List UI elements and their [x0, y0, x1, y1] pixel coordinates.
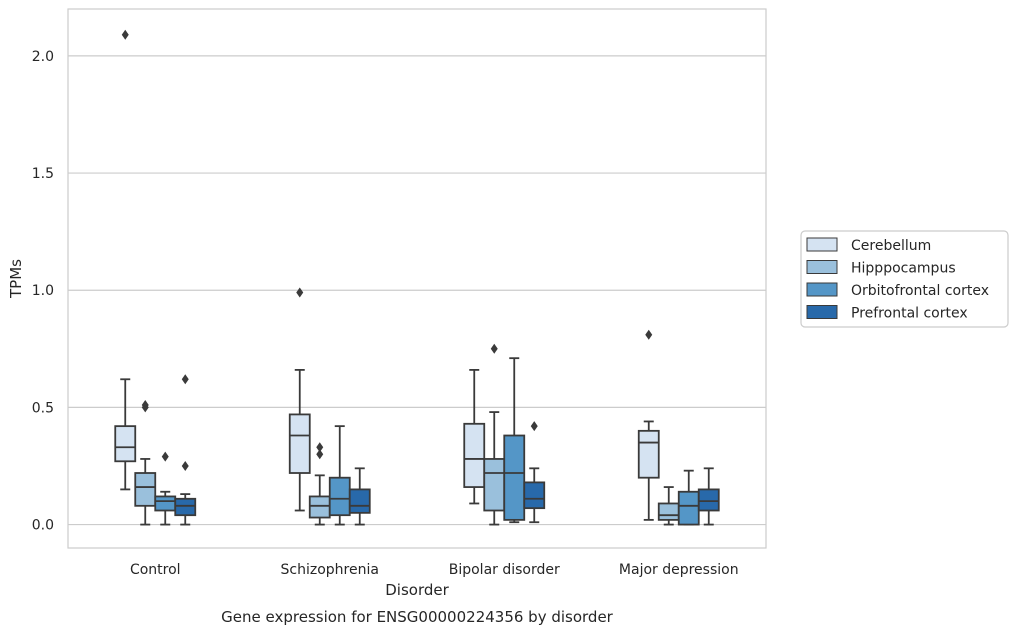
box-body [503, 434, 526, 521]
y-tick-label: 1.5 [32, 166, 54, 182]
legend-swatch [806, 282, 838, 297]
legend: Cerebellum Hipppocampus Orbitofrontal cort… [800, 230, 1009, 328]
legend-label: Hipppocampus [851, 261, 956, 277]
box-body [134, 472, 157, 507]
box [697, 467, 720, 526]
x-tick-label: Major depression [619, 562, 739, 578]
legend-swatch [806, 260, 838, 274]
outlier-point [316, 449, 324, 460]
outlier-point [645, 329, 653, 340]
box [154, 451, 177, 526]
box [463, 368, 486, 505]
x-tick-label: Schizophrenia [281, 562, 379, 578]
chart-caption: Gene expression for ENSG00000224356 by d… [221, 608, 614, 626]
outlier-point [316, 442, 324, 453]
x-tick-labels: Control Schizophrenia Bipolar disorder Majo… [130, 562, 739, 578]
box-body [154, 495, 177, 512]
box-body [523, 481, 546, 510]
box-body [348, 488, 371, 514]
x-tick-label: Bipolar disorder [449, 562, 560, 578]
outlier-point [161, 451, 169, 462]
box-body [328, 476, 351, 517]
box [134, 400, 157, 526]
box [288, 287, 311, 512]
box-body [463, 422, 486, 488]
legend-swatch [806, 305, 838, 319]
legend-swatch [806, 237, 838, 252]
y-tick-label: 0.5 [32, 400, 54, 416]
box [523, 421, 546, 524]
y-tick-label: 0.0 [32, 518, 54, 534]
outlier-point [141, 400, 149, 411]
outlier-point [181, 460, 189, 471]
y-tick-labels: 0.0 0.5 1.0 1.5 2.0 [32, 49, 54, 534]
box [677, 469, 700, 526]
legend-label: Prefrontal cortex [851, 306, 968, 322]
box-body [697, 488, 720, 512]
outlier-point [121, 29, 129, 40]
legend-label: Orbitofrontal cortex [851, 283, 989, 299]
y-tick-label: 2.0 [32, 49, 54, 65]
box [174, 374, 197, 526]
box-body [637, 429, 660, 479]
box-body [288, 413, 311, 474]
y-axis-label: TPMs [7, 259, 25, 299]
box [483, 343, 506, 526]
plot-area-frame [67, 8, 767, 549]
box [657, 486, 680, 526]
box-body [114, 425, 137, 463]
box-groups [114, 29, 720, 526]
y-tick-label: 1.0 [32, 283, 54, 299]
box-body [174, 497, 197, 517]
box [637, 329, 660, 521]
box [114, 29, 137, 491]
box [308, 442, 331, 526]
x-tick-label: Control [130, 562, 181, 578]
box-body [308, 495, 331, 519]
outlier-point [530, 421, 538, 432]
box-body [657, 502, 680, 521]
outlier-point [490, 343, 498, 354]
outlier-point [296, 287, 304, 298]
legend-label: Cerebellum [851, 238, 931, 254]
box [503, 357, 526, 524]
box [348, 467, 371, 526]
outlier-point [181, 374, 189, 385]
legend-frame [800, 230, 1009, 328]
box-body [677, 490, 700, 526]
x-axis-label: Disorder [385, 581, 449, 599]
box-body [483, 458, 506, 512]
